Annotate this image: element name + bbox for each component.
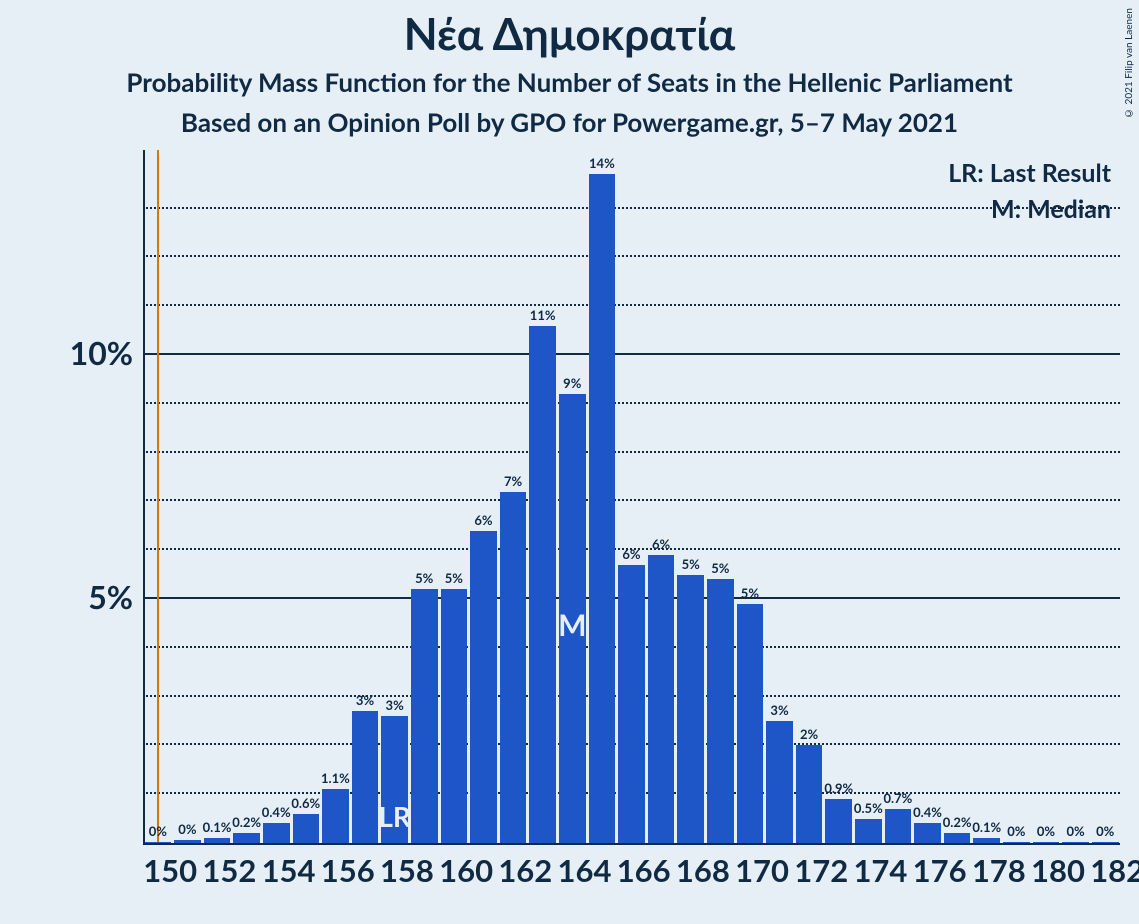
bar	[500, 492, 527, 843]
x-tick-label: 152	[202, 851, 232, 889]
x-tick-label: 176	[913, 851, 943, 889]
x-tick-label: 168	[676, 851, 706, 889]
chart-title: Νέα Δημοκρατία	[0, 8, 1139, 60]
bar-value-label: 5%	[433, 570, 475, 586]
x-tick-label: 166	[617, 851, 647, 889]
x-tick-label: 150	[143, 851, 173, 889]
gridline-minor	[143, 304, 1120, 306]
gridline-minor	[143, 255, 1120, 257]
bar	[648, 555, 675, 843]
bar-value-label: 0.7%	[877, 790, 919, 806]
bar	[677, 575, 704, 843]
chart-container: Νέα Δημοκρατία Probability Mass Function…	[0, 0, 1139, 924]
plot-area: 0%0%0.1%0.2%0.4%0.6%1.1%3%3%5%5%6%7%11%9…	[143, 150, 1120, 843]
bar-value-label: 6%	[640, 536, 682, 552]
bar-value-label: 0.6%	[285, 795, 327, 811]
bar	[441, 589, 468, 843]
x-axis-labels: 150 152 154 156 158 160 162 164 166 168 170 172 174 1…	[143, 851, 1120, 889]
x-axis-line	[143, 843, 1120, 845]
y-tick-label: 5%	[43, 577, 133, 616]
x-tick-label: 180	[1031, 851, 1061, 889]
marker-last-result: LR	[370, 799, 420, 833]
bar-value-label: 0%	[1084, 823, 1126, 839]
bar-value-label: 2%	[788, 726, 830, 742]
gridline-major	[143, 353, 1120, 355]
y-tick-label: 10%	[43, 333, 133, 372]
x-tick-label: 172	[794, 851, 824, 889]
bar-value-label: 3%	[759, 702, 801, 718]
marker-median: M	[547, 607, 597, 643]
bar	[470, 531, 497, 843]
x-tick-label: 164	[558, 851, 588, 889]
bar-value-label: 0.9%	[818, 780, 860, 796]
y-axis-line	[143, 150, 145, 843]
chart-subtitle-1: Probability Mass Function for the Number…	[0, 66, 1139, 98]
chart-subtitle-2: Based on an Opinion Poll by GPO for Powe…	[0, 106, 1139, 138]
x-tick-label: 182	[1090, 851, 1120, 889]
bar	[529, 326, 556, 843]
bar-value-label: 5%	[729, 585, 771, 601]
bar	[263, 823, 290, 843]
bar	[618, 565, 645, 843]
bar-value-label: 3%	[374, 697, 416, 713]
bar-value-label: 5%	[700, 560, 742, 576]
x-tick-label: 154	[262, 851, 292, 889]
bar-value-label: 1.1%	[315, 770, 357, 786]
bar	[855, 819, 882, 843]
x-tick-label: 160	[439, 851, 469, 889]
x-tick-label: 162	[498, 851, 528, 889]
bar-value-label: 7%	[492, 473, 534, 489]
x-tick-label: 156	[321, 851, 351, 889]
x-tick-label: 170	[735, 851, 765, 889]
bar	[589, 174, 616, 843]
bar	[322, 789, 349, 843]
bar	[737, 604, 764, 843]
gridline-minor	[143, 402, 1120, 404]
last-result-line	[157, 150, 159, 843]
bar	[233, 833, 260, 843]
bar-value-label: 6%	[463, 512, 505, 528]
gridline-minor	[143, 207, 1120, 209]
bar	[707, 579, 734, 843]
bar-value-label: 9%	[551, 375, 593, 391]
bar	[293, 814, 320, 843]
gridline-minor	[143, 499, 1120, 501]
copyright-text: © 2021 Filip van Laenen	[1123, 8, 1135, 119]
bar-value-label: 14%	[581, 155, 623, 171]
x-tick-label: 174	[853, 851, 883, 889]
x-tick-label: 178	[972, 851, 1002, 889]
gridline-minor	[143, 451, 1120, 453]
bar-value-label: 11%	[522, 307, 564, 323]
x-tick-label: 158	[380, 851, 410, 889]
